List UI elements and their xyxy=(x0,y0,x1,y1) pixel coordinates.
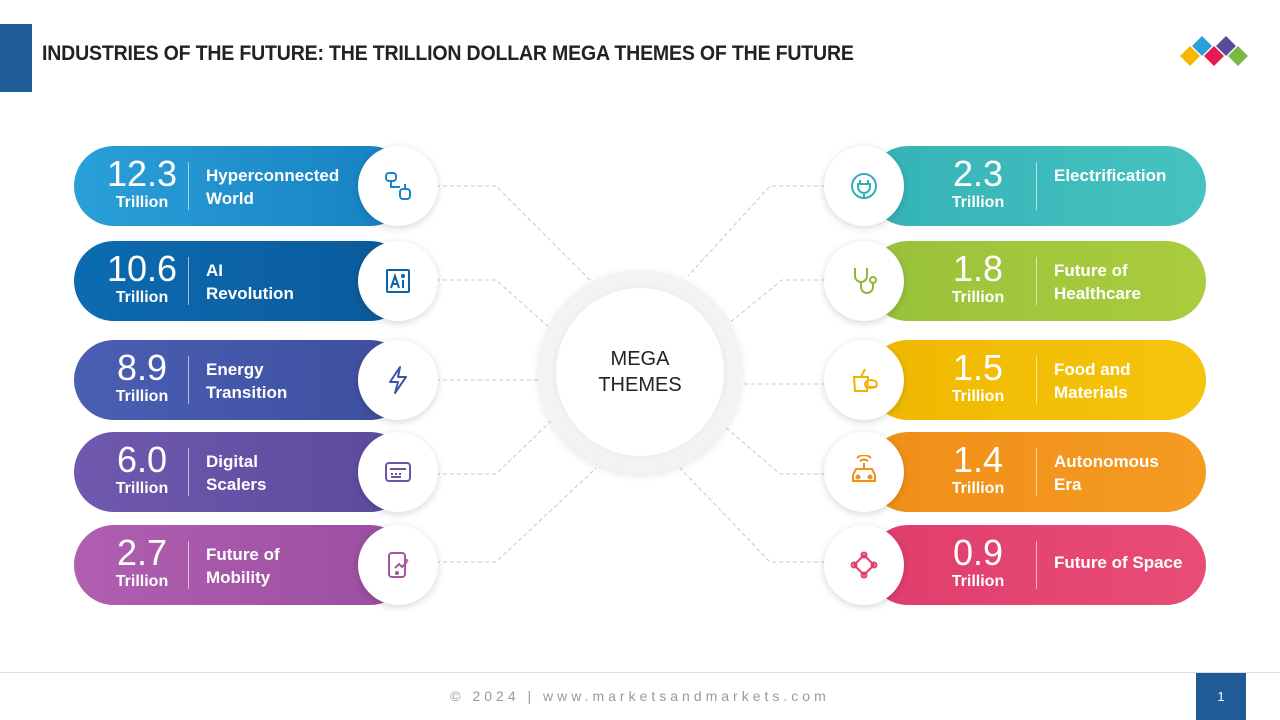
theme-divider xyxy=(188,162,189,210)
connector-left-1 xyxy=(436,185,591,281)
theme-label-line1: Future of Space xyxy=(1054,553,1183,572)
theme-label-line2: Transition xyxy=(206,383,288,402)
lightning-icon xyxy=(358,340,438,420)
theme-divider xyxy=(1036,162,1037,210)
connector-left-4 xyxy=(436,419,553,475)
theme-divider xyxy=(1036,356,1037,404)
theme-divider xyxy=(188,541,189,589)
theme-label-line2: World xyxy=(206,189,254,208)
theme-label: Food and Materials xyxy=(1054,358,1194,404)
theme-label: Future of Space xyxy=(1054,551,1194,574)
page-number: 1 xyxy=(1196,673,1246,720)
theme-label-line2: Mobility xyxy=(206,568,271,587)
theme-unit: Trillion xyxy=(115,388,169,405)
theme-label-line2: Era xyxy=(1054,475,1082,494)
theme-label-line1: Energy xyxy=(206,360,264,379)
theme-label-line1: AI xyxy=(206,261,223,280)
theme-pill-digital-scalers: 6.0 Trillion Digital Scalers xyxy=(74,432,410,512)
theme-value: 0.9 xyxy=(952,532,1004,573)
theme-label-line1: Digital xyxy=(206,452,258,471)
center-hub: MEGA THEMES xyxy=(556,288,724,456)
theme-label: Future of Healthcare xyxy=(1054,259,1194,305)
food-icon xyxy=(824,340,904,420)
theme-pill-future-of-space: 0.9 Trillion Future of Space xyxy=(868,525,1206,605)
theme-unit: Trillion xyxy=(951,289,1005,306)
footer-divider xyxy=(0,672,1280,673)
theme-unit: Trillion xyxy=(115,194,169,211)
title-accent-bar xyxy=(0,24,32,92)
theme-pill-ai-revolution: 10.6 Trillion AI Revolution xyxy=(74,241,410,321)
theme-label: Hyperconnected World xyxy=(206,164,346,210)
mobility-icon xyxy=(358,525,438,605)
theme-label-line2: Materials xyxy=(1054,383,1128,402)
logo-diamond-red xyxy=(1204,46,1224,66)
theme-label: Electrification xyxy=(1054,164,1194,187)
plug-icon xyxy=(824,146,904,226)
theme-label-line1: Electrification xyxy=(1054,166,1167,185)
theme-value: 8.9 xyxy=(116,347,168,388)
center-label-line2: THEMES xyxy=(598,374,682,396)
digital-card-icon xyxy=(358,432,438,512)
theme-unit: Trillion xyxy=(115,573,169,590)
theme-pill-autonomous-era: 1.4 Trillion Autonomous Era xyxy=(868,432,1206,512)
theme-label-line1: Future of xyxy=(1054,261,1128,280)
connector-right-5 xyxy=(679,467,846,563)
theme-unit: Trillion xyxy=(115,289,169,306)
theme-pill-future-of-healthcare: 1.8 Trillion Future of Healthcare xyxy=(868,241,1206,321)
theme-label: Digital Scalers xyxy=(206,450,346,496)
theme-label-line1: Future of xyxy=(206,545,280,564)
theme-unit: Trillion xyxy=(115,480,169,497)
theme-unit: Trillion xyxy=(951,480,1005,497)
theme-label-line2: Revolution xyxy=(206,284,294,303)
theme-label-line1: Food and xyxy=(1054,360,1131,379)
theme-divider xyxy=(188,356,189,404)
theme-divider xyxy=(188,448,189,496)
theme-label: AI Revolution xyxy=(206,259,346,305)
autonomous-car-icon xyxy=(824,432,904,512)
page-title: INDUSTRIES OF THE FUTURE: THE TRILLION D… xyxy=(42,42,854,65)
theme-label: Autonomous Era xyxy=(1054,450,1194,496)
theme-label-line1: Autonomous xyxy=(1054,452,1159,471)
theme-divider xyxy=(1036,257,1037,305)
theme-label: Future of Mobility xyxy=(206,543,346,589)
center-label-line1: MEGA xyxy=(610,348,670,370)
theme-pill-future-of-mobility: 2.7 Trillion Future of Mobility xyxy=(74,525,410,605)
connector-right-1 xyxy=(687,185,846,277)
theme-value: 10.6 xyxy=(106,248,178,289)
hyperconnected-icon xyxy=(358,146,438,226)
theme-unit: Trillion xyxy=(951,573,1005,590)
theme-pill-food-and-materials: 1.5 Trillion Food and Materials xyxy=(868,340,1206,420)
theme-label-line2: Healthcare xyxy=(1054,284,1141,303)
connector-left-5 xyxy=(436,467,597,563)
footer-copyright: © 2024 | www.marketsandmarkets.com xyxy=(450,688,830,704)
connector-left-2 xyxy=(436,279,553,331)
theme-label-line2: Scalers xyxy=(206,475,267,494)
logo-diamond-blue xyxy=(1192,36,1212,56)
theme-value: 2.7 xyxy=(116,532,168,573)
theme-label-line1: Hyperconnected xyxy=(206,166,340,185)
theme-value: 1.5 xyxy=(952,347,1004,388)
stethoscope-icon xyxy=(824,241,904,321)
theme-value: 1.8 xyxy=(952,248,1004,289)
theme-value: 1.4 xyxy=(952,439,1004,480)
ai-icon xyxy=(358,241,438,321)
theme-value: 6.0 xyxy=(116,439,168,480)
theme-pill-energy-transition: 8.9 Trillion Energy Transition xyxy=(74,340,410,420)
logo-diamond-green xyxy=(1228,46,1248,66)
theme-value: 2.3 xyxy=(952,153,1004,194)
theme-pill-hyperconnected-world: 12.3 Trillion Hyperconnected World xyxy=(74,146,410,226)
theme-unit: Trillion xyxy=(951,388,1005,405)
theme-divider xyxy=(188,257,189,305)
theme-value: 12.3 xyxy=(106,153,178,194)
theme-pill-electrification: 2.3 Trillion Electrification xyxy=(868,146,1206,226)
logo-diamond-purple xyxy=(1216,36,1236,56)
logo-diamond-yellow xyxy=(1180,46,1200,66)
theme-divider xyxy=(1036,448,1037,496)
theme-label: Energy Transition xyxy=(206,358,346,404)
theme-unit: Trillion xyxy=(951,194,1005,211)
company-logo xyxy=(1180,36,1248,66)
satellite-icon xyxy=(824,525,904,605)
theme-divider xyxy=(1036,541,1037,589)
